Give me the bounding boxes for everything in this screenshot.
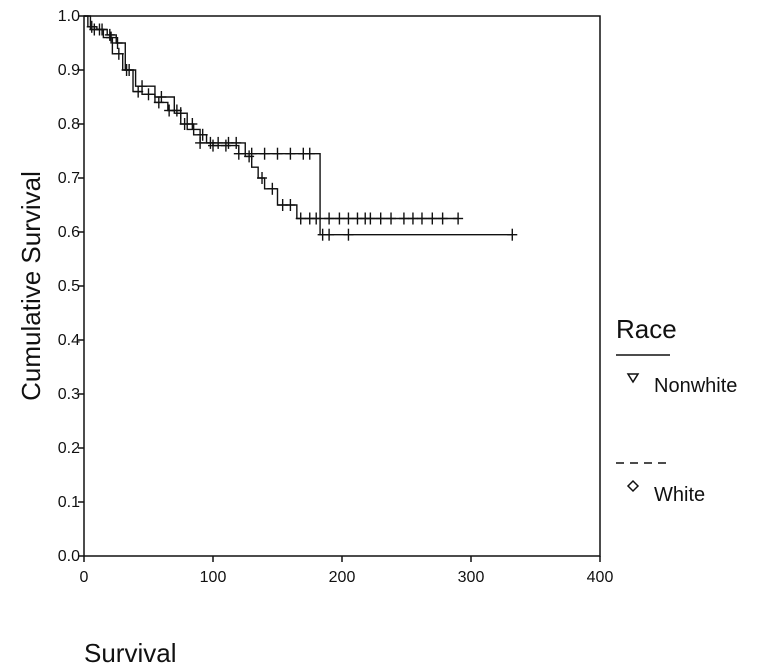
censor-mark-white (437, 212, 448, 225)
x-tick-label: 400 (587, 569, 614, 586)
censor-mark-white (197, 128, 208, 141)
y-tick-label: 0.7 (58, 170, 80, 187)
series-line-white (84, 15, 459, 220)
x-tick-label: 300 (458, 569, 485, 586)
censor-mark-nonwhite (324, 228, 335, 241)
legend-white-diamond-marker (626, 479, 640, 493)
legend-title: Race (616, 314, 677, 344)
censor-mark-white (97, 23, 108, 36)
y-axis-title: Cumulative Survival (16, 171, 46, 401)
censor-mark-white (386, 212, 397, 225)
censor-mark-white (106, 31, 117, 44)
series-layer (84, 15, 518, 241)
censor-mark-white (124, 64, 135, 76)
y-tick-label: 0.6 (58, 224, 80, 241)
legend-nonwhite-triangle-marker (626, 373, 640, 384)
censor-mark-nonwhite (86, 20, 97, 33)
censor-mark-nonwhite (112, 37, 123, 49)
legend: Race Nonwhite White (616, 314, 737, 506)
censor-mark-nonwhite (156, 91, 167, 103)
censor-mark-white (375, 212, 386, 225)
censor-mark-white (416, 212, 427, 225)
legend-label-white: White (654, 484, 705, 506)
censor-mark-nonwhite (507, 228, 518, 241)
censor-mark-white (244, 150, 255, 163)
censor-mark-white (365, 212, 376, 225)
censor-mark-white (267, 182, 278, 195)
y-axis: 0.0 0.1 0.2 0.3 0.4 0.5 0.6 0.7 0.8 0.9 1.0 (58, 8, 84, 565)
censor-mark-white (427, 212, 438, 225)
censor-mark-white (153, 96, 164, 109)
censor-mark-white (133, 85, 144, 98)
x-tick-label: 0 (80, 569, 89, 586)
censor-mark-nonwhite (220, 139, 231, 152)
censor-mark-nonwhite (259, 147, 270, 160)
censor-mark-white (113, 47, 124, 60)
censor-mark-white (311, 212, 322, 225)
censor-mark-white (334, 212, 345, 225)
censor-mark-white (343, 212, 354, 225)
censor-mark-white (171, 104, 182, 117)
censor-mark-white (187, 118, 198, 130)
censor-mark-white (257, 172, 268, 184)
x-tick-label: 200 (329, 569, 356, 586)
censor-mark-white (407, 212, 418, 225)
y-tick-label: 1.0 (58, 8, 80, 25)
x-axis: 0 100 200 300 400 (80, 556, 614, 586)
censor-mark-nonwhite (233, 147, 244, 160)
y-tick-label: 0.1 (58, 494, 80, 511)
censor-mark-nonwhite (208, 139, 218, 152)
censor-mark-white (295, 212, 306, 225)
x-tick-label: 100 (200, 569, 227, 586)
y-tick-label: 0.9 (58, 62, 80, 79)
censor-mark-white (231, 136, 242, 149)
censor-mark-white (213, 136, 224, 149)
censor-mark-white (453, 212, 464, 225)
legend-label-nonwhite: Nonwhite (654, 375, 737, 397)
censor-mark-nonwhite (285, 147, 296, 160)
censor-mark-white (285, 199, 296, 211)
y-tick-label: 0.5 (58, 278, 80, 295)
y-tick-label: 0.0 (58, 548, 80, 565)
x-axis-title: Survival (84, 638, 176, 667)
censor-mark-nonwhite (272, 147, 283, 160)
censor-mark-nonwhite (104, 28, 115, 41)
censor-mark-nonwhite (195, 136, 206, 149)
censor-mark-white (398, 212, 409, 225)
censor-mark-white (143, 88, 154, 101)
y-tick-label: 0.8 (58, 116, 80, 133)
y-tick-label: 0.4 (58, 332, 80, 349)
y-tick-label: 0.2 (58, 440, 80, 457)
y-tick-label: 0.3 (58, 386, 80, 403)
series-line-nonwhite (84, 15, 513, 236)
censor-mark-nonwhite (343, 228, 354, 241)
censor-mark-nonwhite (304, 147, 315, 160)
censor-mark-white (324, 212, 335, 225)
